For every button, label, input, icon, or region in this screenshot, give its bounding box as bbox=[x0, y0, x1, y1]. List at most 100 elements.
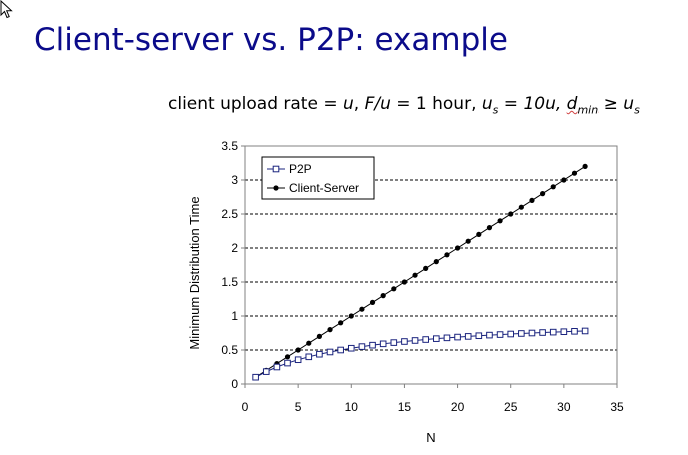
chart-legend: P2P Client-Server bbox=[261, 156, 375, 200]
x-tick-label: 0 bbox=[242, 400, 249, 414]
data-point bbox=[550, 184, 556, 190]
data-point bbox=[454, 245, 461, 251]
y-tick-label: 3 bbox=[231, 173, 238, 187]
data-point bbox=[422, 336, 429, 343]
data-point bbox=[390, 339, 398, 346]
data-point bbox=[359, 306, 365, 312]
assumptions-formula: client upload rate = u, F/u = 1 hour, us… bbox=[168, 94, 640, 117]
data-point bbox=[464, 333, 472, 340]
data-point bbox=[316, 350, 323, 358]
data-point bbox=[401, 279, 408, 285]
data-point bbox=[433, 335, 440, 342]
y-tick-label: 3.5 bbox=[221, 139, 238, 153]
y-tick-label: 2.5 bbox=[221, 207, 238, 221]
slide-title: Client-server vs. P2P: example bbox=[34, 22, 508, 58]
data-point bbox=[539, 329, 546, 336]
formula-fu: F/u bbox=[364, 94, 391, 114]
data-point bbox=[284, 354, 291, 360]
data-point bbox=[252, 373, 259, 381]
data-point bbox=[497, 218, 503, 224]
data-point bbox=[454, 333, 461, 341]
data-point bbox=[327, 327, 333, 333]
data-point bbox=[294, 356, 302, 364]
data-point bbox=[423, 265, 429, 271]
formula-us-value: = 10u, bbox=[498, 94, 567, 114]
y-tick-label: 1 bbox=[231, 309, 238, 323]
x-tick-label: 30 bbox=[557, 400, 571, 414]
data-point bbox=[337, 346, 344, 354]
plot-area-frame bbox=[244, 145, 618, 385]
x-tick-label: 35 bbox=[610, 400, 624, 414]
data-point bbox=[305, 353, 313, 361]
data-point bbox=[571, 170, 578, 176]
data-point bbox=[433, 259, 439, 265]
formula-prefix: client upload rate = bbox=[168, 94, 343, 114]
data-point bbox=[561, 177, 567, 183]
data-point bbox=[295, 347, 301, 353]
legend-box bbox=[261, 156, 375, 200]
formula-u: u bbox=[342, 94, 354, 114]
formula-rhs-us: us bbox=[623, 94, 640, 117]
y-axis-ticks: 0 0.5 1 1.5 2 2.5 3 3.5 bbox=[221, 139, 245, 391]
data-point bbox=[347, 344, 355, 352]
series-client-server bbox=[253, 163, 588, 380]
data-point bbox=[486, 331, 493, 339]
y-tick-label: 1.5 bbox=[221, 275, 238, 289]
x-tick-label: 15 bbox=[398, 400, 412, 414]
data-point bbox=[476, 231, 482, 237]
legend-label: Client-Server bbox=[289, 181, 359, 195]
formula-dmin: dmin bbox=[566, 94, 599, 117]
data-point bbox=[540, 191, 546, 197]
x-axis-ticks: 0 5 10 15 20 25 30 35 bbox=[242, 384, 624, 414]
data-point bbox=[391, 286, 397, 292]
data-point bbox=[444, 252, 450, 258]
chart-grid bbox=[245, 179, 617, 351]
x-tick-label: 20 bbox=[451, 400, 465, 414]
data-point bbox=[338, 320, 344, 326]
legend-swatch-marker bbox=[272, 165, 280, 173]
data-point bbox=[326, 348, 334, 356]
data-point bbox=[528, 329, 536, 337]
series-line bbox=[255, 330, 586, 378]
data-point bbox=[560, 328, 568, 336]
legend-label: P2P bbox=[289, 162, 312, 176]
data-point bbox=[475, 332, 483, 340]
data-point bbox=[518, 204, 524, 210]
data-point bbox=[508, 211, 514, 217]
data-point bbox=[443, 334, 451, 342]
x-tick-label: 10 bbox=[345, 400, 359, 414]
data-point bbox=[581, 327, 589, 335]
data-point bbox=[379, 340, 387, 348]
y-tick-label: 0 bbox=[231, 377, 238, 391]
mouse-cursor-icon bbox=[0, 0, 13, 19]
data-point bbox=[316, 333, 322, 339]
data-point bbox=[401, 338, 408, 345]
data-point bbox=[262, 368, 270, 375]
data-point bbox=[529, 197, 535, 203]
data-point bbox=[549, 328, 557, 336]
data-point bbox=[348, 313, 354, 319]
data-point bbox=[496, 331, 504, 338]
x-axis-label: N bbox=[426, 430, 435, 445]
data-point bbox=[518, 330, 525, 337]
series-layer bbox=[252, 163, 589, 381]
y-tick-label: 2 bbox=[231, 241, 238, 255]
data-point bbox=[284, 359, 291, 367]
series-p2p bbox=[252, 327, 589, 381]
y-axis-label: Minimum Distribution Time bbox=[187, 196, 202, 349]
data-point bbox=[369, 299, 376, 305]
data-point bbox=[369, 341, 376, 349]
data-point bbox=[571, 328, 578, 335]
data-point bbox=[582, 163, 588, 169]
x-tick-label: 25 bbox=[504, 400, 518, 414]
legend-swatch-marker bbox=[273, 185, 279, 191]
y-tick-label: 0.5 bbox=[221, 343, 238, 357]
data-point bbox=[380, 293, 386, 299]
data-point bbox=[486, 225, 493, 231]
data-point bbox=[273, 363, 281, 371]
data-point bbox=[412, 272, 418, 278]
data-point bbox=[358, 343, 366, 350]
data-point bbox=[411, 337, 419, 344]
data-point bbox=[507, 330, 515, 338]
